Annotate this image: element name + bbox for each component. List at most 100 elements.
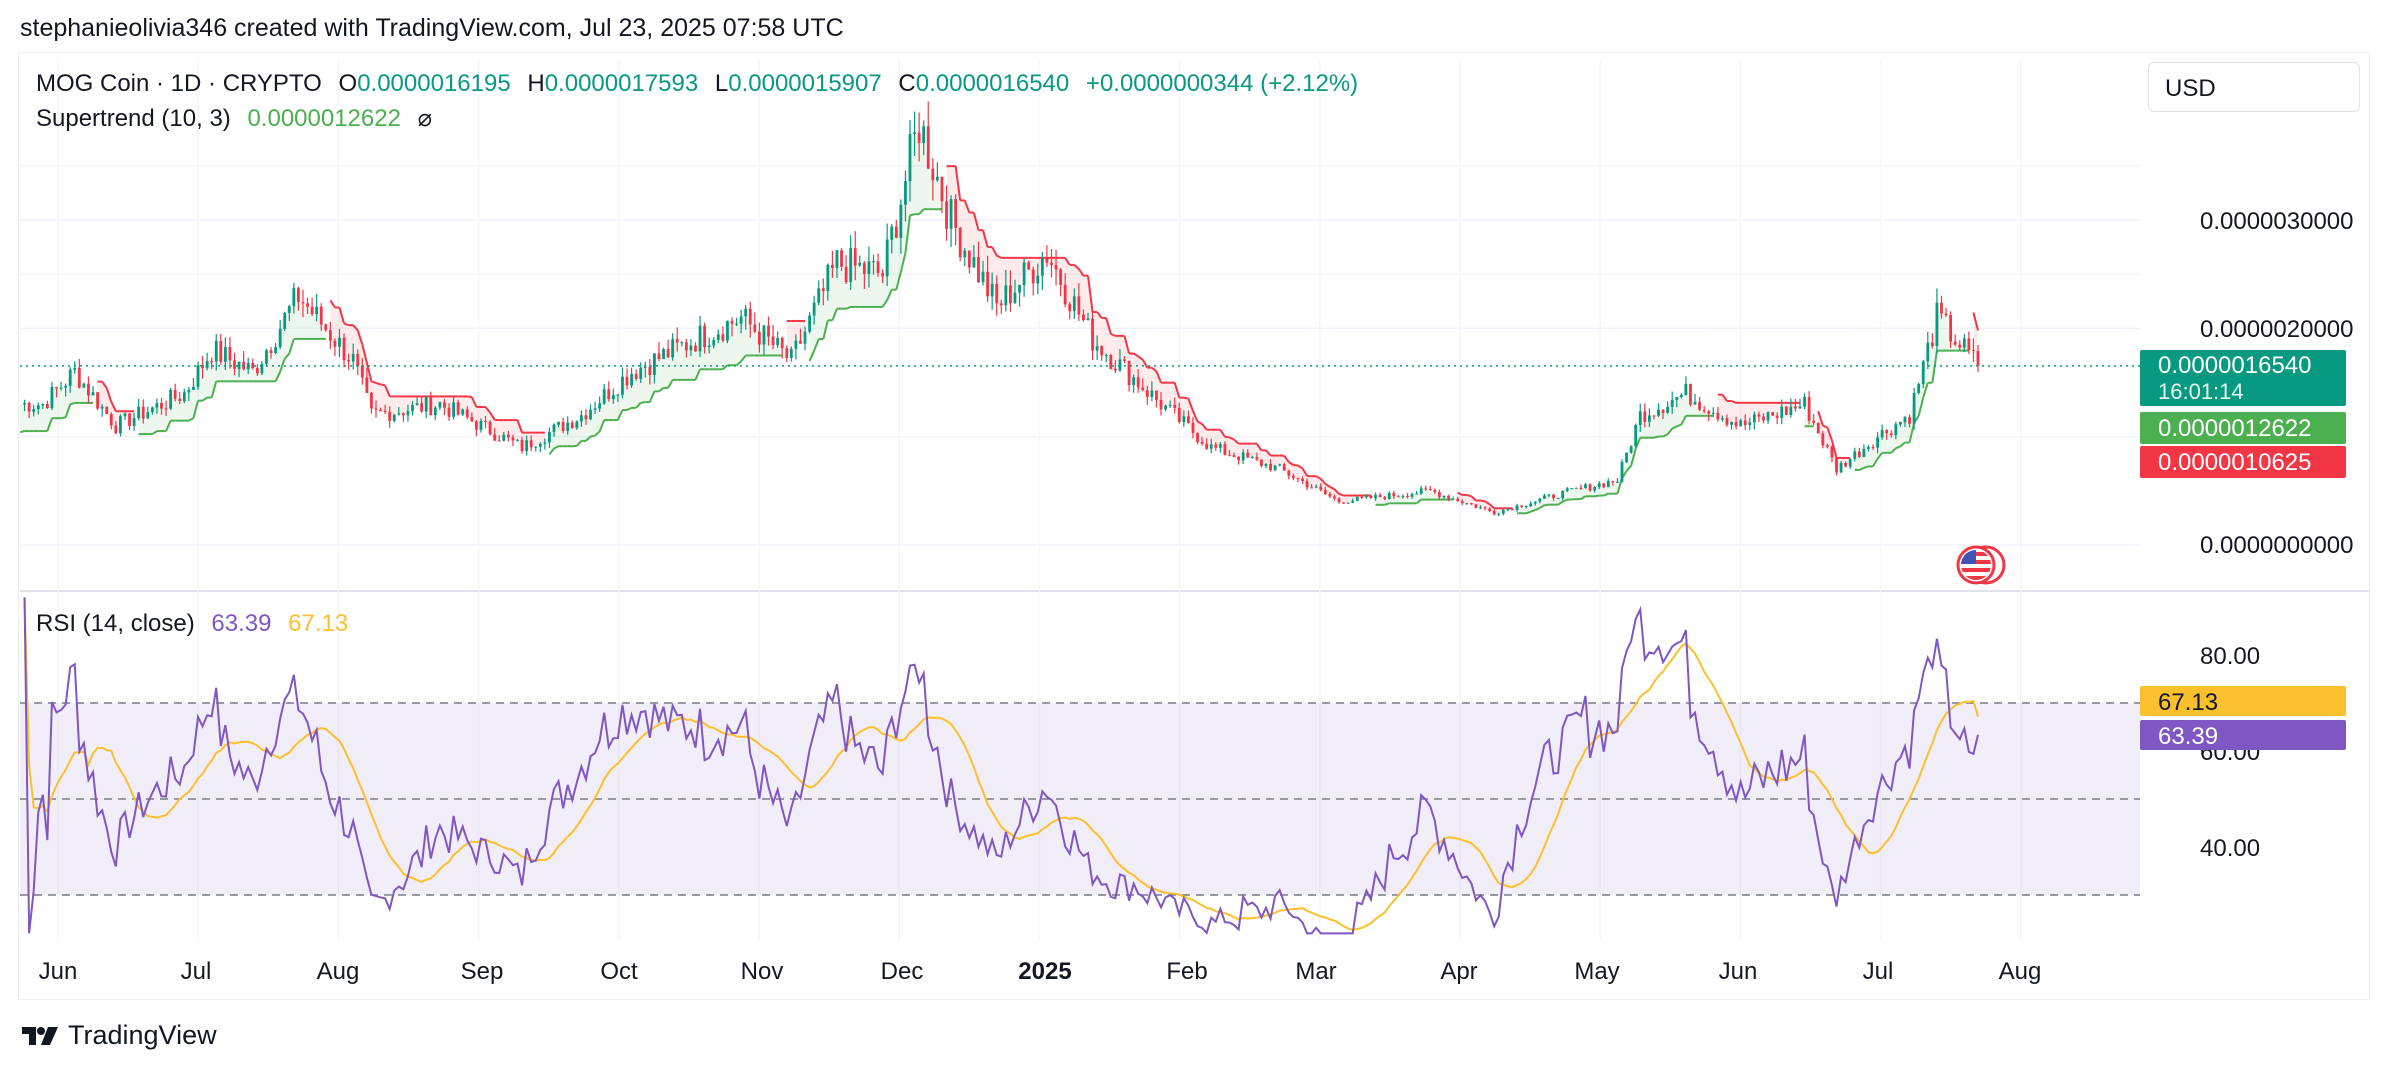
candle-body <box>1666 406 1670 413</box>
candle-body <box>1159 399 1163 410</box>
supertrend-fill <box>878 272 883 307</box>
candle-body <box>1269 463 1272 471</box>
candle-body <box>379 409 382 411</box>
rsi-axis-label: 40.00 <box>2200 835 2261 862</box>
candle-body <box>465 409 469 418</box>
supertrend-fill <box>932 176 938 210</box>
candle-body <box>1460 501 1464 504</box>
candle-body <box>1314 486 1318 488</box>
candle-body <box>1059 269 1063 285</box>
supertrend-fill <box>79 383 84 403</box>
supertrend-fill <box>412 396 418 405</box>
candle-body <box>1798 406 1802 409</box>
candle-body <box>1100 346 1104 356</box>
candle-body <box>1533 501 1537 504</box>
candle-body <box>525 440 529 452</box>
supertrend-segment <box>553 445 560 450</box>
candle-body <box>812 302 816 316</box>
supertrend-fill <box>1663 406 1668 437</box>
supertrend-segment <box>1817 410 1824 426</box>
supertrend-segment <box>489 411 496 421</box>
open-label: O <box>338 70 358 97</box>
us-flag-icon[interactable] <box>1956 544 2006 585</box>
candle-body <box>1606 481 1610 488</box>
supertrend-fill <box>540 432 545 444</box>
supertrend-segment <box>19 430 25 434</box>
supertrend-fill <box>1950 341 1956 351</box>
candle-body <box>255 367 259 374</box>
rsi-label[interactable]: RSI (14, close) <box>36 610 195 637</box>
candle-body <box>1145 390 1149 397</box>
candle-body <box>77 367 81 388</box>
candle-body <box>945 201 948 229</box>
supertrend-segment <box>1908 422 1916 443</box>
supertrend-segment <box>1899 441 1906 448</box>
candle-body <box>789 348 793 358</box>
supertrend-label[interactable]: Supertrend (10, 3) <box>36 105 231 132</box>
candle-body <box>1173 404 1177 408</box>
tradingview-brand[interactable]: TradingView <box>20 1020 217 1051</box>
supertrend-fill <box>1941 313 1947 351</box>
supertrend-segment <box>1539 504 1545 509</box>
candle-body <box>876 261 880 273</box>
rsi-legend: RSI (14, close) 63.39 67.13 <box>36 610 348 638</box>
candle-body <box>1141 387 1145 391</box>
candle-body <box>607 389 611 400</box>
supertrend-fill <box>1704 411 1709 416</box>
supertrend-segment <box>1653 435 1659 439</box>
candle-body <box>940 176 944 202</box>
hide-icon[interactable]: ⌀ <box>417 105 433 132</box>
supertrend-segment <box>1721 394 1728 402</box>
supertrend-segment <box>626 406 633 411</box>
currency-selector[interactable]: USD <box>2148 62 2360 112</box>
supertrend-segment <box>1384 502 1390 506</box>
supertrend-segment <box>1133 352 1139 358</box>
supertrend-fill <box>1571 487 1577 500</box>
supertrend-fill <box>1101 317 1107 356</box>
candle-body <box>1241 452 1245 461</box>
candle-body <box>1885 430 1889 434</box>
supertrend-fill <box>732 323 737 366</box>
supertrend-segment <box>1534 506 1541 511</box>
supertrend-fill <box>1215 429 1221 448</box>
candle-body <box>1447 495 1450 500</box>
candle-body <box>356 353 360 366</box>
symbol-name[interactable]: MOG Coin · 1D · CRYPTO <box>36 70 322 97</box>
candle-body <box>1661 409 1665 413</box>
candle-body <box>109 414 113 426</box>
candle-body <box>1123 359 1126 361</box>
supertrend-segment <box>1283 455 1290 463</box>
candle-body <box>1561 490 1565 499</box>
candle-body <box>123 413 127 417</box>
supertrend-segment <box>1123 335 1131 354</box>
supertrend-fill <box>1612 481 1618 494</box>
candle-body <box>890 226 894 240</box>
candle-body <box>516 439 519 441</box>
supertrend-segment <box>1666 427 1673 435</box>
candle-body <box>977 257 980 283</box>
candle-body <box>1200 442 1204 444</box>
candle-body <box>794 340 798 349</box>
candle-body <box>1077 296 1081 315</box>
supertrend-segment <box>1525 510 1532 515</box>
candle-body <box>1013 292 1017 304</box>
last-price: 0.0000016540 <box>2158 352 2312 379</box>
supertrend-segment <box>356 330 364 345</box>
x-axis-label: Feb <box>1166 958 1208 985</box>
supertrend-segment <box>886 289 893 301</box>
supertrend-segment <box>1297 464 1304 470</box>
supertrend-segment <box>1329 485 1335 491</box>
supertrend-segment <box>1187 398 1194 412</box>
candle-body <box>730 320 734 324</box>
candle-body <box>91 392 95 396</box>
candle-body <box>908 134 912 182</box>
supertrend-segment <box>1105 317 1112 335</box>
candle-body <box>1118 359 1122 371</box>
supertrend-fill <box>175 398 180 421</box>
candle-body <box>1529 503 1533 506</box>
supertrend-fill <box>480 406 486 422</box>
supertrend-fill <box>736 316 742 366</box>
supertrend-segment <box>1680 415 1687 426</box>
candle-body <box>1862 448 1866 457</box>
